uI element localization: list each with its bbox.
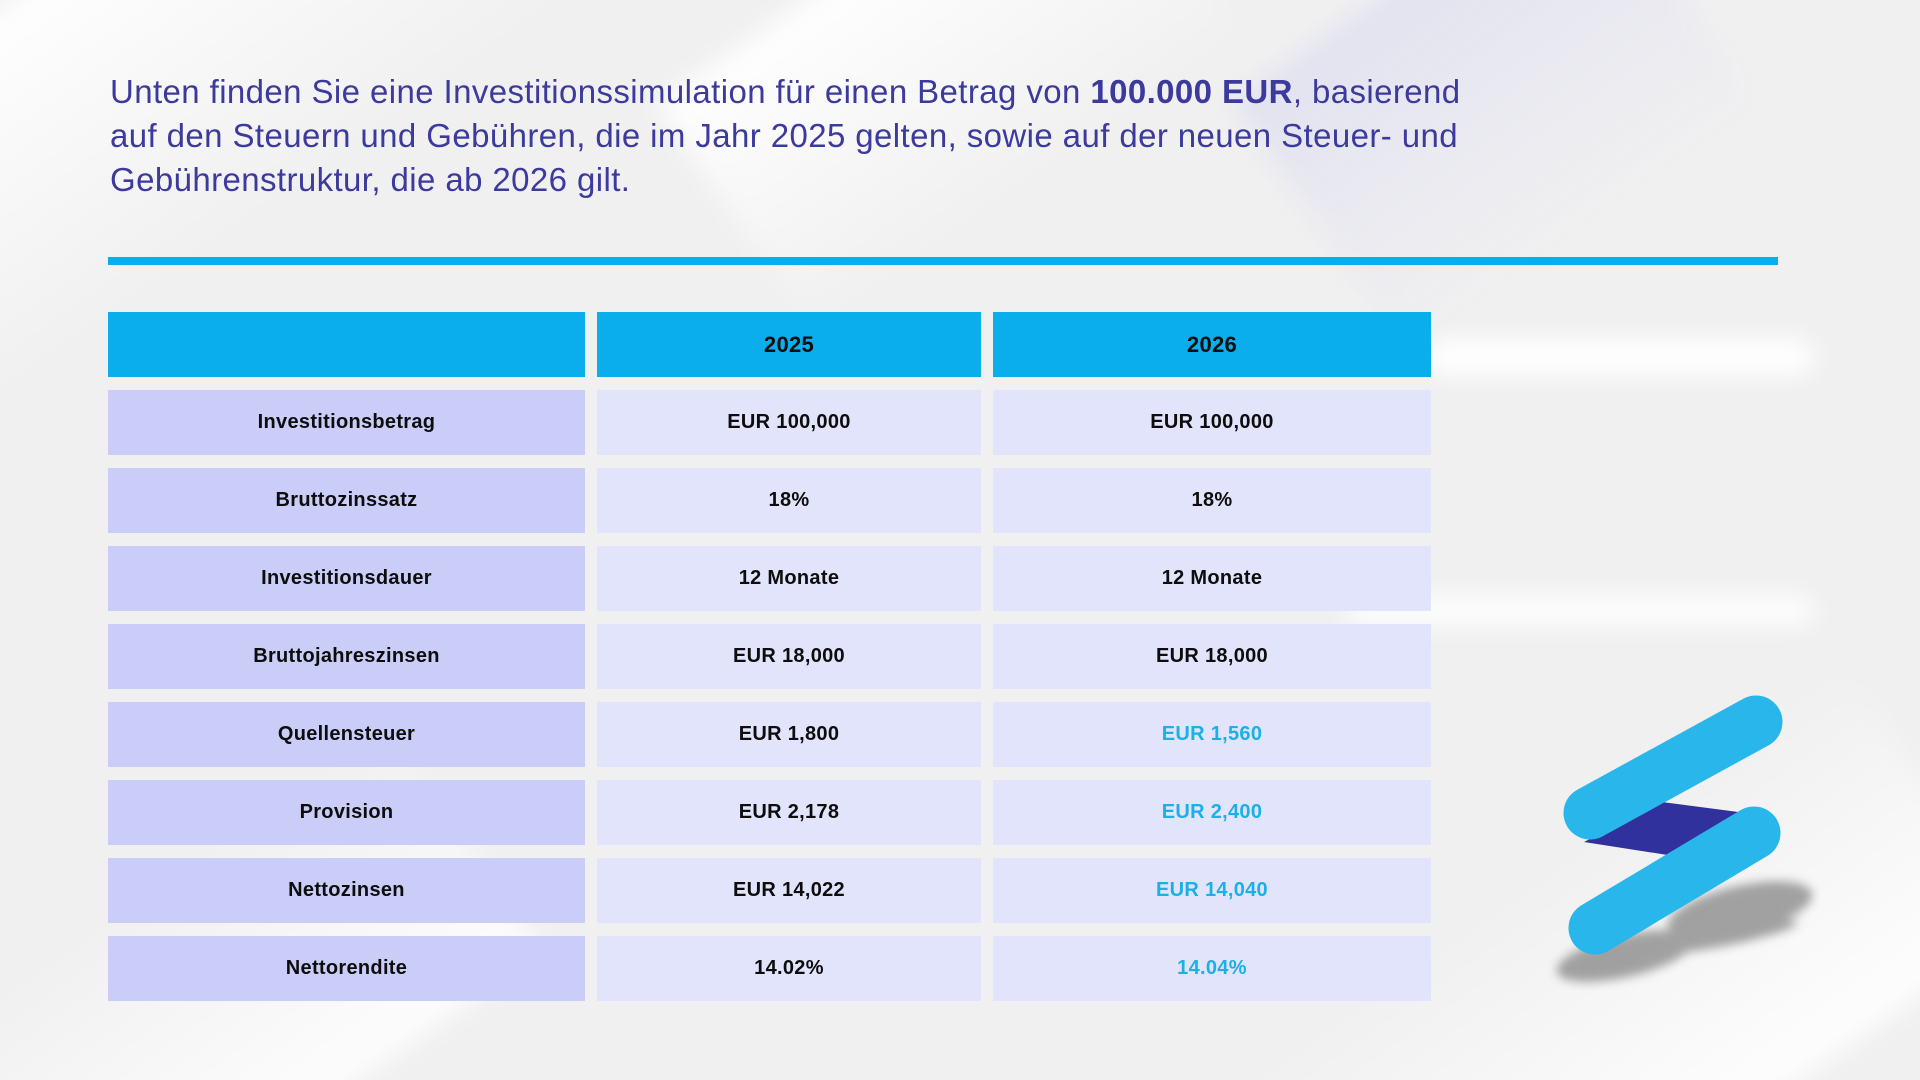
logo-shadow	[1556, 881, 1813, 982]
intro-text-segment: Unten finden Sie eine Investitionssimula…	[110, 73, 1091, 110]
logo-bottom-bar	[1568, 806, 1781, 955]
value-2026-cell: 18%	[993, 468, 1431, 533]
table-header-2026: 2026	[993, 312, 1431, 377]
value-2025-cell: EUR 14,022	[597, 858, 981, 923]
value-2025-cell: 14.02%	[597, 936, 981, 1001]
intro-text-segment: Gebührenstruktur, die ab 2026 gilt.	[110, 161, 631, 198]
table-header-2025: 2025	[597, 312, 981, 377]
value-2025-cell: 12 Monate	[597, 546, 981, 611]
row-label-cell: Quellensteuer	[108, 702, 585, 767]
value-2025-cell: EUR 100,000	[597, 390, 981, 455]
value-2026-cell: 12 Monate	[993, 546, 1431, 611]
row-label-cell: Provision	[108, 780, 585, 845]
value-2026-cell: EUR 18,000	[993, 624, 1431, 689]
value-2025-cell: 18%	[597, 468, 981, 533]
row-label-cell: Investitionsdauer	[108, 546, 585, 611]
value-2026-cell: 14.04%	[993, 936, 1431, 1001]
intro-amount: 100.000 EUR	[1090, 73, 1293, 110]
divider-rule	[108, 257, 1778, 265]
logo-top-bar	[1563, 695, 1783, 840]
value-2025-cell: EUR 18,000	[597, 624, 981, 689]
value-2026-cell: EUR 2,400	[993, 780, 1431, 845]
value-2025-cell: EUR 2,178	[597, 780, 981, 845]
background-streak	[1425, 338, 1815, 376]
row-label-cell: Investitionsbetrag	[108, 390, 585, 455]
simulation-table: 2025 2026 Investitionsbetrag EUR 100,000…	[108, 312, 1431, 1001]
row-label-cell: Bruttozinssatz	[108, 468, 585, 533]
value-2026-cell: EUR 1,560	[993, 702, 1431, 767]
value-2026-cell: EUR 14,040	[993, 858, 1431, 923]
s-fold-logo	[1556, 695, 1813, 982]
table-header-empty	[108, 312, 585, 377]
logo-fold-face	[1584, 802, 1746, 856]
intro-text-segment: auf den Steuern und Gebühren, die im Jah…	[110, 117, 1458, 154]
row-label-cell: Nettorendite	[108, 936, 585, 1001]
row-label-cell: Bruttojahreszinsen	[108, 624, 585, 689]
value-2025-cell: EUR 1,800	[597, 702, 981, 767]
intro-text: Unten finden Sie eine Investitionssimula…	[110, 70, 1790, 202]
intro-text-segment: , basierend	[1292, 73, 1461, 110]
value-2026-cell: EUR 100,000	[993, 390, 1431, 455]
row-label-cell: Nettozinsen	[108, 858, 585, 923]
